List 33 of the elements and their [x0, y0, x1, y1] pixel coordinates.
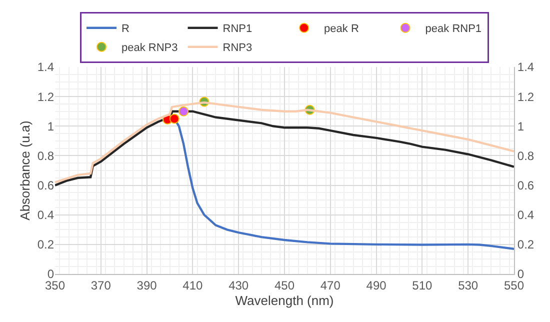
- x-tick-label: 390: [136, 278, 158, 292]
- legend-label: RNP1: [222, 23, 252, 36]
- legend-label: RNP3: [222, 42, 252, 54]
- y2-tick-label: 1.4: [517, 60, 534, 74]
- y2-tick-label: 1.2: [517, 90, 534, 104]
- x-tick-label: 450: [274, 278, 295, 292]
- y2-tick-label: 0.6: [517, 178, 534, 192]
- x-tick-label: 370: [90, 278, 112, 292]
- y-tick-label: 1.4: [37, 60, 54, 74]
- legend-label: peak R: [324, 23, 359, 36]
- x-tick-label: 470: [320, 278, 341, 292]
- legend-label: peak RNP1: [425, 23, 482, 36]
- x-tick-label: 430: [228, 278, 249, 292]
- y-axis-title: Absorbance (u.a): [17, 120, 32, 220]
- y-tick-label: 1: [47, 119, 54, 134]
- legend-label: R: [122, 23, 130, 36]
- y2-tick-label: 0.4: [517, 208, 534, 222]
- y-tick-label: 0.2: [37, 238, 54, 252]
- point: [169, 114, 180, 124]
- y-tick-label: 0.4: [37, 208, 54, 222]
- y-tick-label: 0.8: [37, 148, 54, 163]
- point: [178, 106, 189, 116]
- legend-label: peak RNP3: [122, 42, 178, 54]
- x-tick-label: 530: [458, 278, 478, 292]
- y-tick-label: 0.6: [37, 178, 54, 192]
- y2-tick-label: 1: [517, 119, 524, 134]
- x-tick-label: 490: [366, 278, 387, 292]
- x-tick-label: 410: [182, 278, 204, 292]
- y-tick-label: 1.2: [37, 90, 54, 104]
- x-tick-label: 510: [412, 278, 433, 292]
- y2-tick-label: 0.2: [517, 238, 534, 252]
- x-axis-title: Wavelength (nm): [235, 293, 334, 308]
- y2-tick-label: 0.8: [517, 148, 534, 163]
